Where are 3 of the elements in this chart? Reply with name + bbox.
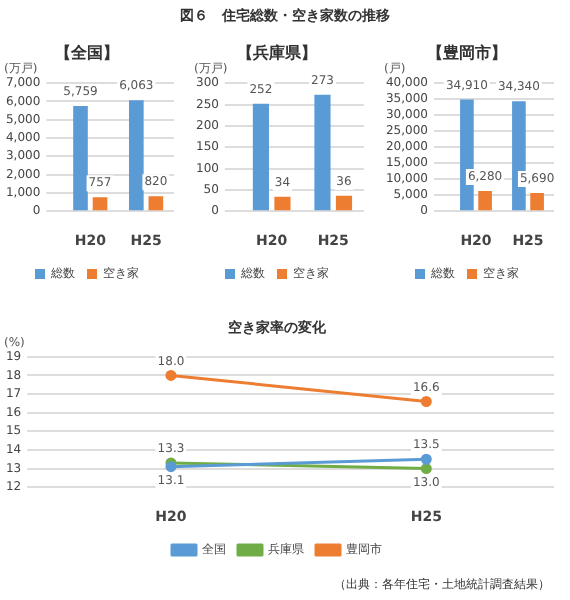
chart-title: 【豊岡市】 xyxy=(427,41,507,62)
chart-title: 【全国】 xyxy=(55,43,119,62)
chart-title: 【兵庫県】 xyxy=(237,41,317,62)
